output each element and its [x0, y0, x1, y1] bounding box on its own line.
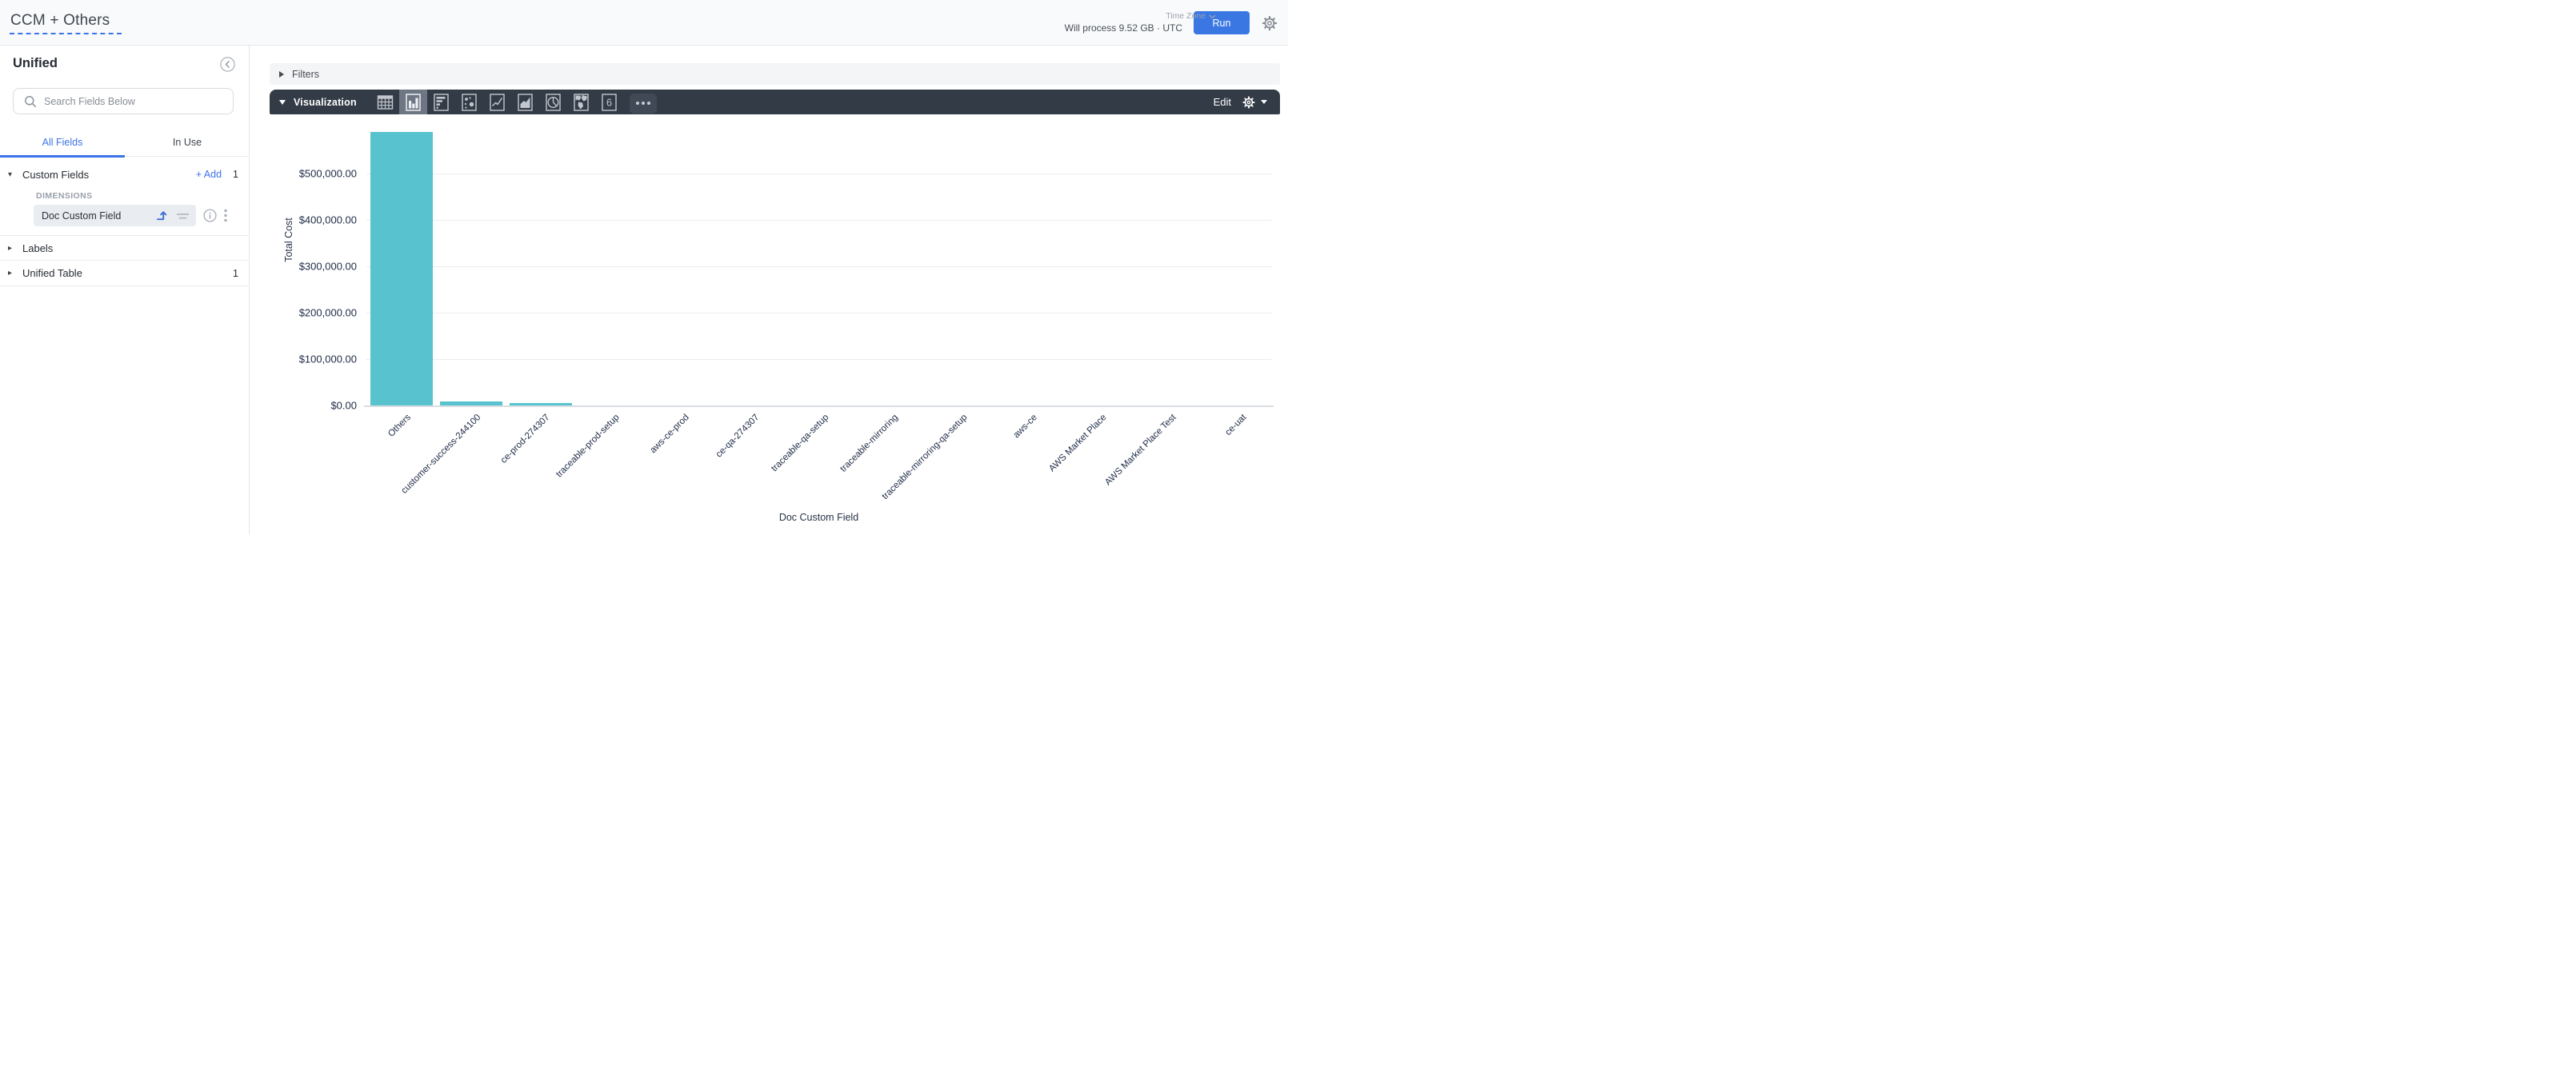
viz-type-column-chart-icon[interactable] — [398, 90, 427, 114]
caret-down-icon[interactable] — [279, 99, 286, 105]
chart-settings-gear-icon[interactable] — [1242, 95, 1267, 110]
sidebar-tabs: All Fields In Use — [0, 128, 250, 158]
more-chart-types-icon[interactable] — [629, 93, 657, 114]
caret-right-icon[interactable]: ▸ — [8, 269, 13, 277]
edit-button[interactable]: Edit — [1213, 96, 1231, 108]
x-axis-label: Others — [386, 413, 413, 439]
filters-label: Filters — [292, 68, 320, 80]
viz-type-line-chart-icon[interactable] — [483, 90, 511, 114]
visualization-toolbar: Visualization 6 Edit — [270, 90, 1280, 114]
page-title[interactable]: CCM + Others — [10, 10, 122, 34]
header: CCM + Others Time Zone Will process 9.52… — [0, 0, 1288, 46]
run-button[interactable]: Run — [1194, 11, 1250, 34]
caret-right-icon — [279, 70, 284, 78]
x-axis-label: ce-uat — [1222, 413, 1248, 438]
field-doc-custom-field[interactable]: Doc Custom Field — [34, 205, 196, 226]
search-icon — [25, 95, 37, 107]
y-axis-tick-label: $400,000.00 — [298, 214, 357, 226]
y-axis-tick-label: $100,000.00 — [298, 353, 357, 365]
chevron-down-icon — [1209, 14, 1216, 18]
bar[interactable] — [370, 131, 433, 405]
section-label: Custom Fields — [22, 168, 90, 181]
section-custom-fields: ▾ Custom Fields + Add 1 DIMENSIONS Doc C… — [0, 162, 250, 226]
y-axis-tick-label: $500,000.00 — [298, 167, 357, 180]
settings-gear-icon[interactable] — [1261, 14, 1278, 32]
x-axis-label: traceable-prod-setup — [554, 413, 622, 480]
x-axis-label: AWS Market Place — [1047, 413, 1109, 474]
bar-chart: Total Cost Doc Custom Field $0.00 $100,00… — [250, 114, 1288, 535]
unified-table-count: 1 — [233, 267, 238, 279]
timezone-selector[interactable]: Time Zone — [1166, 11, 1216, 22]
kebab-menu-icon[interactable] — [224, 209, 227, 222]
field-label: Doc Custom Field — [42, 210, 122, 222]
dimensions-group-label: DIMENSIONS — [36, 191, 93, 201]
y-axis-title: Total Cost — [283, 218, 294, 262]
x-axis-label: traceable-qa-setup — [769, 413, 830, 474]
caret-right-icon[interactable]: ▸ — [8, 244, 13, 253]
pivot-arrow-icon[interactable] — [155, 209, 169, 222]
tab-in-use[interactable]: In Use — [172, 136, 202, 148]
header-right: Time Zone Will process 9.52 GB · UTC Run — [1065, 0, 1278, 46]
report-title-wrap[interactable]: CCM + Others — [10, 10, 122, 34]
svg-text:6: 6 — [606, 96, 612, 108]
section-label: Unified Table — [22, 267, 82, 279]
x-axis-label: customer-success-244100 — [399, 413, 482, 496]
unified-table-header[interactable]: ▸ Unified Table 1 — [0, 261, 250, 285]
search-field-wrap — [13, 88, 234, 114]
gridline — [366, 359, 1271, 360]
bar[interactable] — [439, 401, 502, 405]
gridline — [366, 266, 1271, 267]
y-axis-tick-label: $200,000.00 — [298, 306, 357, 319]
viz-type-area-chart-icon[interactable] — [511, 90, 539, 114]
chevron-down-icon — [1261, 100, 1267, 104]
chart-type-switcher: 6 — [371, 90, 623, 114]
filters-bar[interactable]: Filters — [270, 63, 1280, 85]
section-unified-table: ▸ Unified Table 1 — [0, 260, 250, 286]
app-root: CCM + Others Time Zone Will process 9.52… — [0, 0, 1288, 535]
gridline — [366, 220, 1271, 221]
x-axis-label: AWS Market Place Test — [1103, 413, 1178, 488]
caret-down-icon[interactable]: ▾ — [8, 170, 13, 179]
x-axis-title: Doc Custom Field — [778, 512, 859, 523]
viz-type-pie-chart-icon[interactable] — [539, 90, 567, 114]
add-custom-field-button[interactable]: + Add — [195, 169, 222, 180]
viz-type-single-value-icon[interactable]: 6 — [595, 90, 623, 114]
header-status: Time Zone Will process 9.52 GB · UTC — [1064, 11, 1216, 34]
filter-icon[interactable] — [176, 210, 190, 222]
custom-fields-header[interactable]: ▾ Custom Fields + Add 1 — [0, 162, 250, 186]
x-axis-line — [364, 405, 1274, 407]
sidebar: Unified All Fields In Use ▾ Custom Field… — [0, 46, 250, 535]
viz-type-table-icon[interactable] — [371, 90, 399, 114]
viz-type-bar-chart-icon[interactable] — [427, 90, 455, 114]
search-input[interactable] — [44, 95, 225, 107]
x-axis-label: traceable-mirroring-qa-setup — [880, 413, 970, 502]
x-axis-label: aws-ce — [1011, 413, 1039, 441]
info-icon[interactable] — [203, 209, 217, 222]
collapse-sidebar-icon[interactable] — [220, 57, 235, 76]
y-axis-tick-label: $0.00 — [330, 399, 357, 412]
viz-type-map-icon[interactable] — [567, 90, 595, 114]
section-label: Labels — [22, 242, 54, 254]
x-axis-label: traceable-mirroring — [838, 413, 900, 474]
tab-all-fields[interactable]: All Fields — [0, 128, 125, 158]
y-axis-tick-label: $300,000.00 — [298, 260, 357, 273]
x-axis-label: ce-qa-274307 — [714, 413, 761, 460]
sidebar-title: Unified — [13, 56, 58, 70]
field-row-doc-custom-field: Doc Custom Field — [34, 205, 250, 226]
viz-type-scatter-chart-icon[interactable] — [455, 90, 483, 114]
x-axis-label: ce-prod-274307 — [499, 413, 552, 465]
labels-header[interactable]: ▸ Labels — [0, 236, 250, 261]
visualization-label: Visualization — [294, 96, 357, 108]
x-axis-label: aws-ce-prod — [648, 413, 691, 456]
section-labels: ▸ Labels — [0, 235, 250, 261]
bar[interactable] — [579, 405, 642, 406]
custom-fields-count: 1 — [233, 169, 238, 180]
bar[interactable] — [509, 402, 572, 405]
timezone-label: Time Zone — [1166, 10, 1206, 21]
process-estimate: Will process 9.52 GB · UTC — [1064, 22, 1182, 34]
